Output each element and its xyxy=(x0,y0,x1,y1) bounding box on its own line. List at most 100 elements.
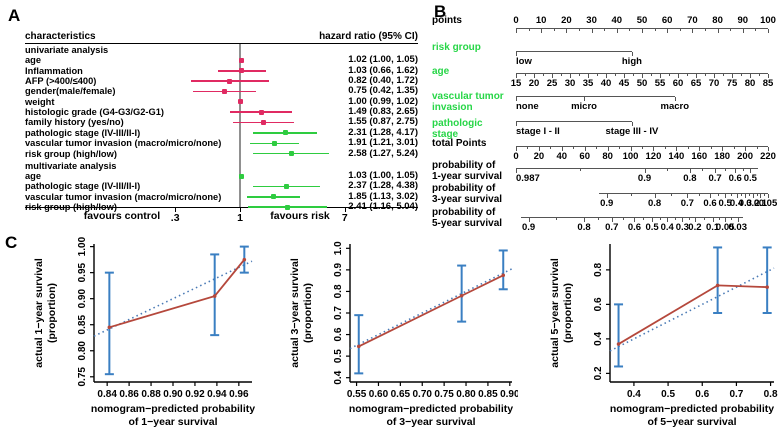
nomogram-tick-label: 0.03 xyxy=(728,222,748,233)
forest-row-label: Inflammation xyxy=(25,65,83,76)
nomogram-axis-line-pathologic-stage xyxy=(516,121,632,122)
y-tick-label: 0.4 xyxy=(593,331,604,345)
nomogram-tick xyxy=(516,122,517,126)
x-tick-label: 0.92 xyxy=(185,389,205,400)
x-tick-label: 0.86 xyxy=(119,389,139,400)
nomogram-minor-tick xyxy=(556,218,558,220)
y-tick-label: 0.6 xyxy=(333,327,344,341)
y-tick-label: 0.8 xyxy=(333,284,344,298)
forest-point-marker xyxy=(283,183,289,189)
forest-row-label: vascular tumor invasion (macro/micro/non… xyxy=(25,191,222,202)
calibration-plot-3-year: 0.55 0.60 0.65 0.70 0.75 0.80 0.85 0.90 0.4 0.5 0.… xyxy=(262,232,520,432)
nomogram-minor-tick xyxy=(702,169,704,171)
nomogram-tick xyxy=(745,147,747,151)
forest-point-marker xyxy=(239,68,245,74)
forest-row-label: AFP (>400/≤400) xyxy=(25,76,97,87)
nomogram-minor-tick xyxy=(731,218,733,220)
calibration-line xyxy=(109,259,246,329)
nomogram-tick-label: 35 xyxy=(582,78,594,89)
nomogram-minor-tick xyxy=(561,74,562,76)
forest-point-marker xyxy=(282,130,288,136)
nomogram-minor-tick xyxy=(659,218,661,220)
nomogram-tick xyxy=(712,218,714,222)
nomogram-tick xyxy=(584,218,586,222)
calibration-point xyxy=(459,293,464,298)
nomogram-tick-label: 80 xyxy=(602,151,613,162)
x-tick-label: 0.5 xyxy=(661,389,675,400)
forest-favours-left-label: favours control xyxy=(83,210,161,222)
x-tick-label: 0.80 xyxy=(456,389,476,400)
forest-point-marker xyxy=(222,89,227,95)
y-tick-label: 0.2 xyxy=(593,366,604,380)
nomogram-minor-tick xyxy=(759,74,760,76)
nomogram-minor-tick xyxy=(740,194,742,196)
forest-hr-value: 1.91 (1.21, 3.01) xyxy=(348,137,418,149)
nomogram-axis-line-total-points xyxy=(516,146,768,147)
nomogram-minor-tick xyxy=(543,74,544,76)
nomogram-tick-label: 70 xyxy=(708,78,720,89)
calibration-point xyxy=(242,257,247,262)
nomogram-variable-label-prob-1-year-survival: 1-year survival xyxy=(432,171,503,182)
nomogram-tick xyxy=(538,147,540,151)
nomogram-tick xyxy=(736,194,738,198)
nomogram-minor-tick xyxy=(722,74,724,76)
nomogram-tick-label: 180 xyxy=(714,151,731,162)
nomogram-minor-tick xyxy=(596,74,598,76)
nomogram-tick xyxy=(722,147,724,151)
nomogram-tick-label: 40 xyxy=(611,15,623,26)
nomogram-tick-label: 80 xyxy=(712,15,723,26)
nomogram-tick xyxy=(516,29,517,33)
forest-column-header-characteristics: characteristics xyxy=(25,31,96,42)
nomogram-variable-label-points: points xyxy=(432,15,462,26)
nomogram-minor-tick xyxy=(573,147,575,149)
nomogram-minor-tick xyxy=(596,147,598,149)
nomogram-tick-label: 0.8 xyxy=(647,198,662,209)
nomogram-tick xyxy=(605,74,607,78)
x-axis-label: of 3−year survival xyxy=(386,416,475,428)
nomogram-tick xyxy=(591,29,593,33)
nomogram-tick-label: 15 xyxy=(510,78,522,89)
panel-a-label: A xyxy=(8,6,21,25)
nomogram-tick xyxy=(731,74,733,78)
nomogram-tick-label: micro xyxy=(571,101,597,112)
nomogram-tick xyxy=(630,147,632,151)
nomogram-minor-tick xyxy=(650,74,652,76)
nomogram-tick xyxy=(750,74,751,78)
forest-row-label: age xyxy=(25,170,42,181)
nomogram-minor-tick xyxy=(524,74,526,76)
nomogram-minor-tick xyxy=(749,194,751,196)
ideal-reference-line xyxy=(349,268,513,350)
y-tick-label: 0.7 xyxy=(333,306,344,320)
nomogram-tick xyxy=(725,194,727,198)
y-tick-label: 0.90 xyxy=(77,289,88,309)
x-tick-label: 0.8 xyxy=(764,389,778,400)
y-tick-label: 0.95 xyxy=(77,262,88,282)
nomogram-minor-tick xyxy=(630,194,632,196)
nomogram-minor-tick xyxy=(633,74,634,76)
nomogram-minor-tick xyxy=(597,218,599,220)
nomogram-minor-tick xyxy=(730,194,732,196)
nomogram-tick-label: 0.6 xyxy=(627,222,642,233)
nomogram-tick-label: low xyxy=(516,56,532,67)
nomogram-minor-tick xyxy=(604,29,606,31)
x-tick-label: 0.75 xyxy=(434,389,454,400)
nomogram-tick xyxy=(541,29,543,33)
nomogram-variable-label-prob-3-year-survival: 3-year survival xyxy=(432,194,503,205)
x-axis-label: nomogram−predicted probability xyxy=(610,403,774,415)
nomogram-tick-label: 90 xyxy=(737,15,749,26)
nomogram-tick-label: 0.1 xyxy=(753,198,768,209)
nomogram-tick xyxy=(516,97,517,101)
nomogram-tick-label: 140 xyxy=(668,151,685,162)
nomogram-variable-label-risk-group: risk group xyxy=(432,42,481,53)
calibration-point xyxy=(107,325,112,330)
calibration-svg-calibration-5-year: 0.4 0.5 0.6 0.7 0.8 0.2 0.4 0.6 0.8 nomogram−pred… xyxy=(549,244,778,428)
nomogram-panel: points 0 10 20 30 40 50 60 70 80 90 100 risk group lo… xyxy=(430,0,782,233)
y-axis-label: (proportion) xyxy=(46,283,58,343)
y-axis-label: actual 1−year survival xyxy=(33,258,45,368)
forest-axis-tick-label: 1 xyxy=(237,212,243,224)
nomogram-tick-label: 0 xyxy=(513,15,519,26)
x-tick-label: 0.88 xyxy=(141,389,161,400)
nomogram-minor-tick xyxy=(528,29,530,31)
nomogram-tick xyxy=(561,147,563,151)
forest-axis-tick xyxy=(344,208,346,213)
